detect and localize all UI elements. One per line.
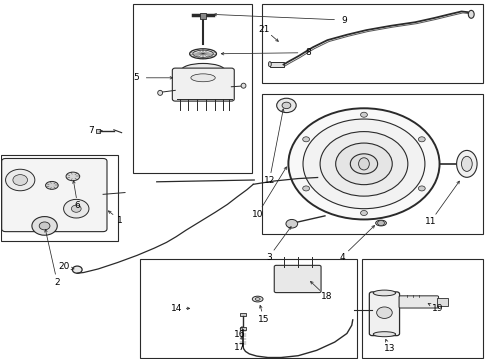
Text: 18: 18 — [320, 292, 331, 301]
Ellipse shape — [358, 158, 368, 170]
Text: 1: 1 — [117, 216, 123, 225]
Text: 4: 4 — [339, 253, 344, 262]
Bar — [239, 327, 246, 330]
FancyBboxPatch shape — [274, 265, 321, 293]
Ellipse shape — [66, 172, 80, 181]
Text: 16: 16 — [233, 330, 245, 339]
Circle shape — [377, 221, 384, 226]
Ellipse shape — [190, 74, 215, 82]
Circle shape — [302, 137, 309, 142]
Ellipse shape — [375, 220, 386, 226]
Ellipse shape — [252, 296, 263, 302]
Bar — [269, 62, 283, 67]
Text: 14: 14 — [170, 304, 182, 313]
Text: 13: 13 — [383, 344, 394, 353]
Text: 17: 17 — [233, 343, 245, 352]
Circle shape — [72, 266, 82, 273]
FancyBboxPatch shape — [398, 296, 438, 308]
Bar — [261, 94, 483, 234]
Text: 12: 12 — [263, 176, 274, 185]
Circle shape — [320, 132, 407, 196]
Bar — [133, 4, 251, 173]
Circle shape — [418, 186, 425, 191]
Ellipse shape — [372, 332, 395, 337]
Bar — [96, 129, 100, 134]
Circle shape — [418, 137, 425, 142]
Ellipse shape — [372, 290, 395, 296]
Circle shape — [349, 154, 377, 174]
Text: 20: 20 — [58, 262, 70, 271]
FancyBboxPatch shape — [368, 292, 399, 336]
Circle shape — [5, 169, 35, 191]
Circle shape — [303, 119, 424, 209]
Circle shape — [302, 186, 309, 191]
Circle shape — [360, 211, 366, 216]
Text: 15: 15 — [258, 315, 269, 324]
Circle shape — [288, 108, 439, 220]
Ellipse shape — [268, 62, 271, 67]
Ellipse shape — [461, 156, 471, 171]
Circle shape — [13, 175, 27, 185]
Circle shape — [276, 98, 296, 113]
Circle shape — [63, 199, 89, 218]
Ellipse shape — [241, 83, 245, 88]
Text: 7: 7 — [88, 126, 94, 135]
Bar — [140, 259, 356, 357]
Circle shape — [285, 220, 297, 228]
Text: 3: 3 — [265, 253, 271, 262]
Circle shape — [282, 102, 290, 109]
Text: 10: 10 — [251, 210, 263, 219]
Circle shape — [39, 222, 50, 230]
Text: 5: 5 — [133, 73, 139, 82]
Circle shape — [32, 217, 57, 235]
Ellipse shape — [468, 10, 473, 18]
Circle shape — [335, 143, 391, 185]
Bar — [436, 298, 447, 306]
Bar — [199, 13, 206, 19]
Bar — [261, 4, 483, 83]
Bar — [461, 162, 471, 166]
Ellipse shape — [189, 49, 216, 59]
Text: 2: 2 — [54, 278, 60, 287]
Text: 6: 6 — [75, 201, 81, 210]
Circle shape — [376, 307, 391, 319]
Ellipse shape — [255, 298, 260, 301]
Ellipse shape — [45, 181, 58, 189]
Text: 9: 9 — [341, 15, 346, 24]
Text: 19: 19 — [431, 304, 443, 313]
Bar — [239, 314, 246, 316]
Ellipse shape — [456, 150, 476, 177]
Text: 8: 8 — [305, 48, 310, 57]
Ellipse shape — [158, 90, 162, 95]
Bar — [361, 259, 483, 357]
Circle shape — [360, 112, 366, 117]
Circle shape — [71, 205, 81, 212]
Text: 21: 21 — [258, 25, 270, 34]
Bar — [0, 155, 118, 241]
FancyBboxPatch shape — [172, 68, 234, 101]
Text: 11: 11 — [424, 217, 436, 226]
FancyBboxPatch shape — [1, 158, 107, 231]
Ellipse shape — [181, 63, 224, 78]
